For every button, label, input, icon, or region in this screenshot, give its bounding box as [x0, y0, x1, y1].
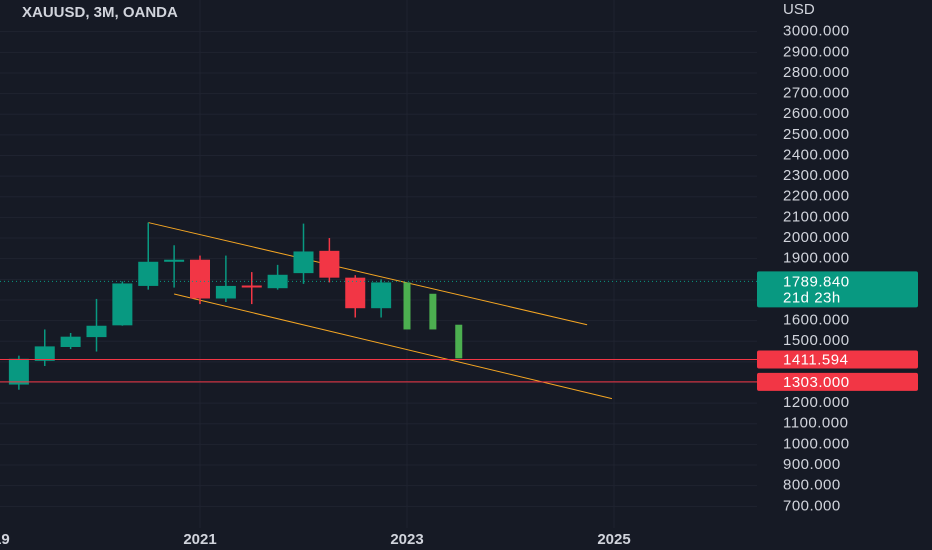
- x-tick-label: 2021: [183, 531, 216, 548]
- price-tag: [757, 372, 918, 391]
- y-tick-label: 3000.000: [783, 23, 850, 40]
- y-tick-label: 1600.000: [783, 312, 850, 329]
- bar: [403, 282, 411, 330]
- x-tick-label: 2019: [0, 531, 10, 548]
- candle-body: [34, 346, 55, 361]
- last-price-label: 1789.840: [783, 273, 850, 290]
- candle-body: [319, 250, 340, 278]
- y-tick-label: 2300.000: [783, 167, 850, 184]
- last-price-tag: [757, 271, 918, 308]
- y-tick-label: 2500.000: [783, 126, 850, 143]
- candle-body: [86, 325, 107, 338]
- candle-body: [164, 259, 185, 262]
- price-tag: [757, 350, 918, 369]
- trend-line: [174, 293, 613, 400]
- y-tick-label: 2000.000: [783, 229, 850, 246]
- y-tick-label: 2200.000: [783, 188, 850, 205]
- candle-body: [112, 283, 133, 326]
- candle-body: [371, 282, 392, 309]
- y-tick-label: 700.000: [783, 497, 841, 514]
- y-tick-label: 2900.000: [783, 43, 850, 60]
- bar: [455, 324, 463, 359]
- y-tick-label: 2100.000: [783, 208, 850, 225]
- candle-body: [345, 277, 366, 309]
- y-tick-label: 2700.000: [783, 85, 850, 102]
- y-tick-label: 800.000: [783, 477, 841, 494]
- candle-body: [293, 251, 314, 274]
- candle-body: [267, 274, 288, 289]
- candle-body: [8, 358, 29, 385]
- y-tick-label: 1500.000: [783, 332, 850, 349]
- trend-line: [148, 222, 588, 326]
- candle-body: [138, 261, 159, 286]
- x-tick-label: 2023: [390, 531, 423, 548]
- candle-body: [241, 285, 262, 288]
- y-tick-label: 2800.000: [783, 64, 850, 81]
- y-tick-label: 2400.000: [783, 146, 850, 163]
- y-tick-label: 1100.000: [783, 415, 848, 432]
- price-tag-label: 1411.594: [783, 351, 848, 368]
- y-tick-label: 900.000: [783, 456, 841, 473]
- plot: [0, 222, 757, 400]
- bar: [429, 293, 437, 330]
- y-axis-label: USD: [783, 1, 815, 18]
- candle-body: [60, 336, 81, 348]
- y-tick-label: 1200.000: [783, 394, 850, 411]
- x-tick-label: 2025: [597, 531, 630, 548]
- candle-body: [215, 285, 236, 299]
- y-tick-label: 1900.000: [783, 250, 850, 267]
- countdown-label: 21d 23h: [783, 289, 841, 306]
- candle-body: [190, 259, 210, 299]
- axes: 700.000 800.000 900.000 1000.000 1100.000 120…: [0, 23, 918, 548]
- y-tick-label: 2600.000: [783, 105, 850, 122]
- chart-title: XAUUSD, 3M, OANDA: [22, 4, 178, 21]
- y-tick-label: 1000.000: [783, 435, 850, 452]
- price-tag-label: 1303.000: [783, 374, 850, 391]
